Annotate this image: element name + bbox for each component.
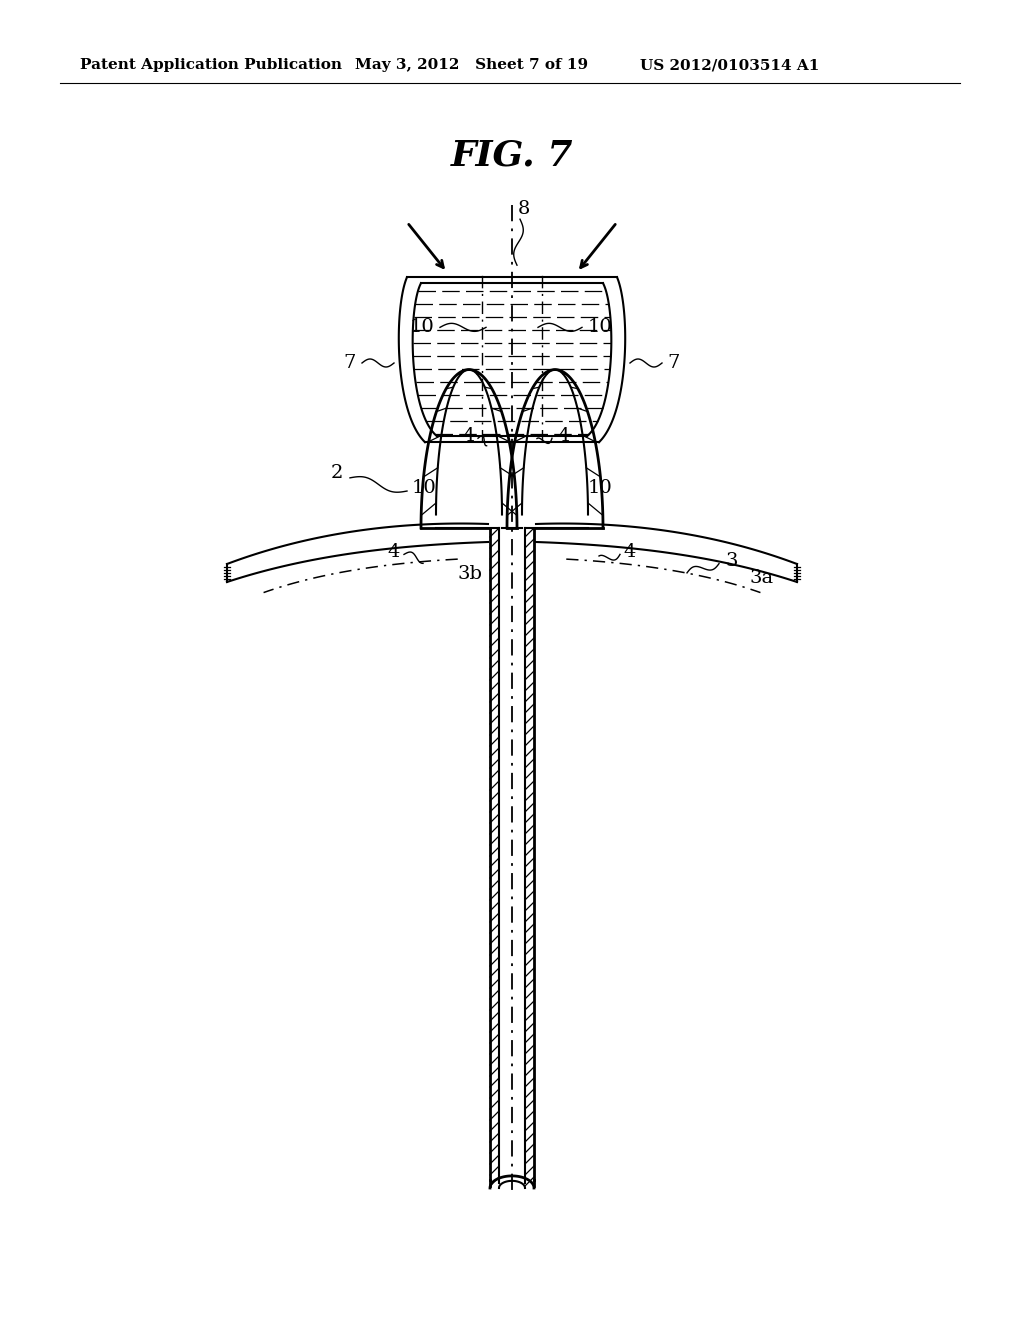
Text: Patent Application Publication: Patent Application Publication [80, 58, 342, 73]
Text: 3b: 3b [458, 565, 482, 583]
Text: 3a: 3a [750, 569, 774, 587]
Text: 4: 4 [558, 426, 570, 445]
Text: 3: 3 [726, 552, 738, 570]
Text: May 3, 2012   Sheet 7 of 19: May 3, 2012 Sheet 7 of 19 [355, 58, 588, 73]
Text: 7: 7 [668, 354, 680, 372]
Text: 2: 2 [331, 463, 343, 482]
Text: 4: 4 [388, 543, 400, 561]
Text: 10: 10 [588, 318, 612, 337]
Text: 10: 10 [412, 479, 436, 498]
Text: FIG. 7: FIG. 7 [451, 139, 573, 173]
Text: 7: 7 [344, 354, 356, 372]
Text: US 2012/0103514 A1: US 2012/0103514 A1 [640, 58, 819, 73]
Text: 8: 8 [518, 201, 530, 218]
Text: 10: 10 [410, 318, 434, 337]
Text: 10: 10 [588, 479, 612, 498]
Text: 4: 4 [463, 426, 475, 445]
Text: 4: 4 [624, 543, 636, 561]
